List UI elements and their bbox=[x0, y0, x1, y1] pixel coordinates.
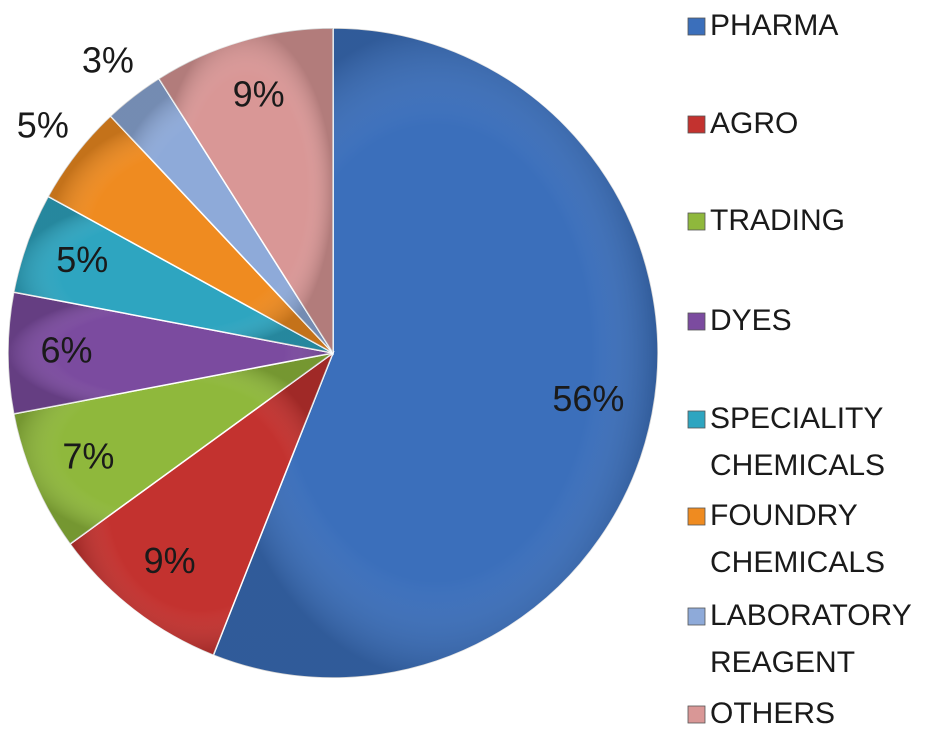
data-label: 5% bbox=[17, 104, 69, 145]
legend-swatch bbox=[687, 607, 706, 626]
legend-label: OTHERS bbox=[710, 697, 835, 730]
data-label: 5% bbox=[56, 239, 108, 280]
legend-label: FOUNDRY CHEMICALS bbox=[710, 499, 885, 579]
legend-label: SPECIALITY CHEMICALS bbox=[710, 402, 885, 482]
data-label: 7% bbox=[62, 435, 114, 476]
legend-swatch bbox=[687, 115, 706, 134]
legend-label: PHARMA bbox=[710, 9, 838, 42]
legend-label: DYES bbox=[710, 304, 792, 337]
legend-swatch bbox=[687, 312, 706, 331]
legend-label: TRADING bbox=[710, 204, 845, 237]
data-label: 9% bbox=[233, 74, 285, 115]
legend-swatch bbox=[687, 17, 706, 36]
legend-swatch bbox=[687, 410, 706, 429]
legend-label: LABORATORY REAGENT bbox=[710, 599, 912, 679]
legend-swatch bbox=[687, 507, 706, 526]
data-label: 3% bbox=[82, 39, 134, 80]
data-label: 9% bbox=[144, 540, 196, 581]
data-label: 6% bbox=[40, 330, 92, 371]
legend-swatch bbox=[687, 705, 706, 724]
data-label: 56% bbox=[552, 378, 624, 419]
legend-swatch bbox=[687, 212, 706, 231]
legend-label: AGRO bbox=[710, 107, 798, 140]
